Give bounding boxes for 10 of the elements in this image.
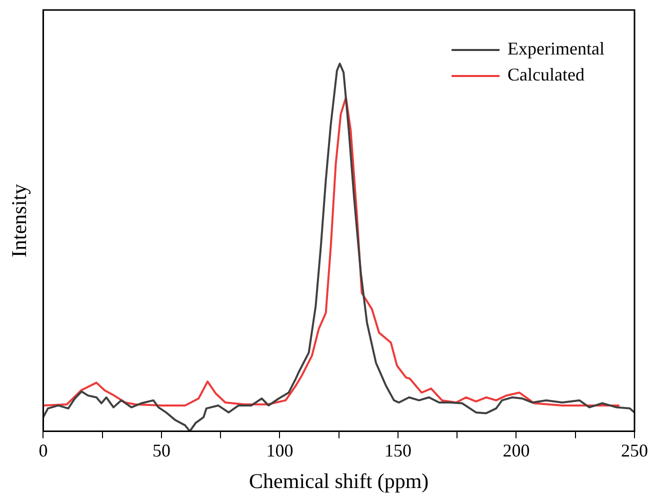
x-tick-label: 0 <box>38 440 48 461</box>
x-tick-label: 250 <box>621 440 648 461</box>
x-tick-label: 100 <box>266 440 294 461</box>
x-axis-title: Chemical shift (ppm) <box>249 468 429 493</box>
x-tick-label: 200 <box>502 440 530 461</box>
x-tick-label: 150 <box>384 440 412 461</box>
y-axis-title: Intensity <box>7 183 32 258</box>
legend-label: Calculated <box>508 64 585 85</box>
legend-label: Experimental <box>508 38 605 59</box>
x-tick-label: 50 <box>152 440 170 461</box>
